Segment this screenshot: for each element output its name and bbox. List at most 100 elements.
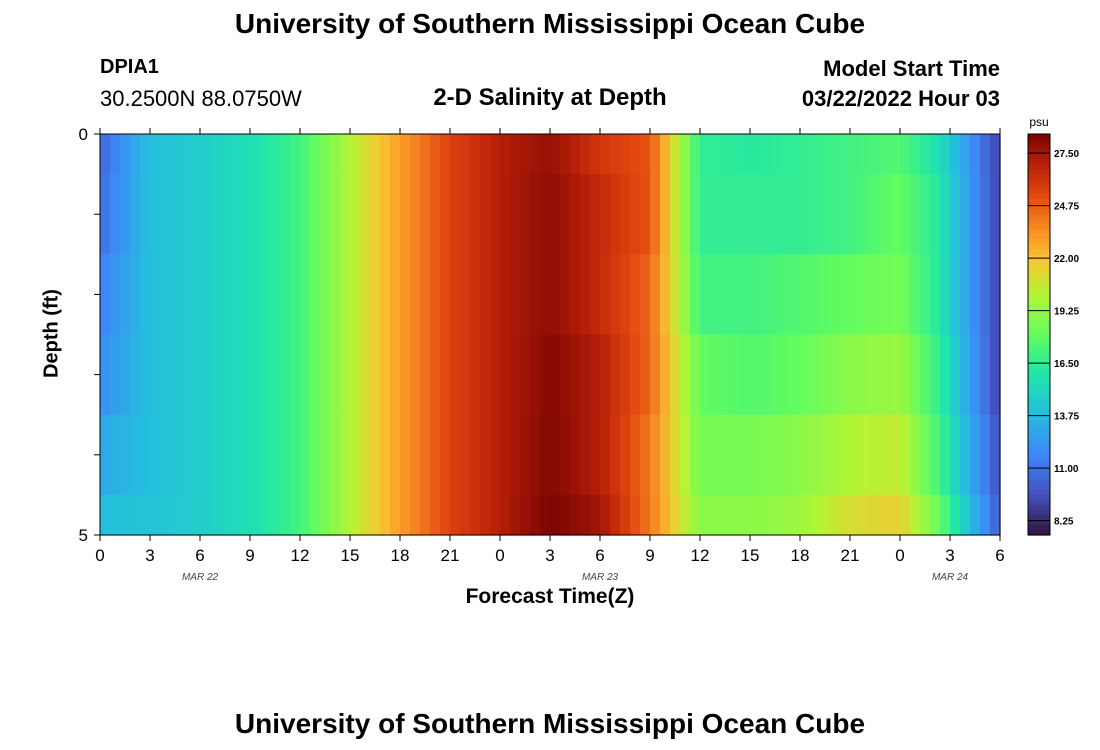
- heatmap-cell: [180, 334, 191, 416]
- heatmap-cell: [310, 414, 321, 496]
- heatmap-cell: [480, 334, 491, 416]
- heatmap-cell: [820, 414, 831, 496]
- heatmap-cell: [410, 334, 421, 416]
- heatmap-cell: [390, 334, 401, 416]
- heatmap-cell: [850, 254, 861, 336]
- heatmap-cell: [510, 334, 521, 416]
- heatmap-cell: [340, 134, 351, 175]
- heatmap-cell: [130, 254, 141, 336]
- heatmap-cell: [160, 494, 171, 536]
- heatmap-cell: [940, 414, 951, 496]
- heatmap-cell: [190, 334, 201, 416]
- colorbar-segment: [1028, 509, 1050, 516]
- heatmap-cell: [210, 134, 221, 175]
- heatmap-cell: [770, 134, 781, 175]
- colorbar-segment: [1028, 179, 1050, 185]
- heatmap-cell: [340, 414, 351, 496]
- x-tick-label: 18: [391, 546, 410, 565]
- heatmap-cell: [370, 494, 381, 536]
- heatmap-cell: [510, 254, 521, 336]
- heatmap-cell: [350, 494, 361, 536]
- heatmap-cell: [410, 494, 421, 536]
- heatmap-cell: [100, 254, 111, 336]
- heatmap-cell: [720, 414, 731, 496]
- heatmap-cell: [900, 134, 911, 175]
- heatmap-cell: [150, 334, 161, 416]
- heatmap-cell: [430, 134, 441, 175]
- heatmap-cell: [940, 174, 951, 255]
- heatmap-cell: [430, 174, 441, 255]
- heatmap-cell: [580, 254, 591, 336]
- model-start-label: Model Start Time: [823, 56, 1000, 81]
- heatmap-cell: [530, 414, 541, 496]
- chart-subtitle: 2-D Salinity at Depth: [433, 84, 667, 111]
- heatmap-cell: [250, 334, 261, 416]
- heatmap-cell: [140, 494, 151, 536]
- heatmap-cell: [160, 254, 171, 336]
- x-tick-label: 6: [195, 546, 204, 565]
- heatmap-cell: [370, 254, 381, 336]
- heatmap-cell: [630, 254, 641, 336]
- heatmap-cell: [280, 494, 291, 536]
- heatmap-cell: [240, 134, 251, 175]
- heatmap-cell: [630, 134, 641, 175]
- heatmap-cell: [780, 254, 791, 336]
- heatmap-cell: [190, 134, 201, 175]
- heatmap-cell: [620, 254, 631, 336]
- colorbar-segment: [1028, 339, 1050, 346]
- heatmap-cell: [290, 414, 301, 496]
- colorbar-tick-label: 11.00: [1054, 464, 1079, 475]
- heatmap-cell: [140, 334, 151, 416]
- colorbar-segment: [1028, 164, 1050, 170]
- heatmap-cell: [410, 254, 421, 336]
- heatmap-cell: [550, 254, 561, 336]
- heatmap-cell: [290, 174, 301, 255]
- colorbar-segment: [1028, 184, 1050, 190]
- heatmap-cell: [670, 134, 681, 175]
- heatmap-cell: [520, 334, 531, 416]
- heatmap-cell: [380, 414, 391, 496]
- colorbar-segment: [1028, 389, 1050, 396]
- heatmap-cell: [410, 414, 421, 496]
- heatmap-cell: [530, 174, 541, 255]
- colorbar-segment: [1028, 299, 1050, 306]
- colorbar-segment: [1028, 419, 1050, 426]
- heatmap-cell: [270, 174, 281, 255]
- x-tick-label: 3: [145, 546, 154, 565]
- station-coords: 30.2500N 88.0750W: [100, 86, 302, 111]
- heatmap-cell: [450, 254, 461, 336]
- colorbar-segment: [1028, 429, 1050, 436]
- heatmap-cell: [540, 334, 551, 416]
- heatmap-cell: [730, 134, 741, 175]
- heatmap-cell: [900, 494, 911, 536]
- heatmap-cell: [350, 254, 361, 336]
- heatmap-cell: [140, 414, 151, 496]
- heatmap-cell: [560, 414, 571, 496]
- heatmap-cell: [280, 134, 291, 175]
- heatmap-cell: [750, 494, 761, 536]
- x-tick-label: 3: [945, 546, 954, 565]
- heatmap-cell: [820, 334, 831, 416]
- x-tick-label: 9: [245, 546, 254, 565]
- heatmap-cell: [310, 134, 321, 175]
- heatmap-cell: [930, 494, 941, 536]
- heatmap-cell: [680, 334, 691, 416]
- heatmap-cell: [220, 174, 231, 255]
- heatmap-cell: [400, 134, 411, 175]
- heatmap-cell: [170, 254, 181, 336]
- heatmap-cell: [990, 254, 1001, 336]
- heatmap-cell: [120, 134, 131, 175]
- heatmap-cell: [900, 174, 911, 255]
- heatmap-cell: [930, 254, 941, 336]
- colorbar-segment: [1028, 514, 1050, 521]
- heatmap-cell: [990, 134, 1001, 175]
- heatmap-cell: [540, 134, 551, 175]
- heatmap-cell: [640, 134, 651, 175]
- heatmap-cell: [960, 334, 971, 416]
- colorbar-tick-label: 8.25: [1054, 517, 1074, 528]
- heatmap-cell: [500, 414, 511, 496]
- heatmap-cell: [160, 134, 171, 175]
- heatmap-cell: [380, 134, 391, 175]
- heatmap-cell: [590, 134, 601, 175]
- heatmap-cell: [440, 334, 451, 416]
